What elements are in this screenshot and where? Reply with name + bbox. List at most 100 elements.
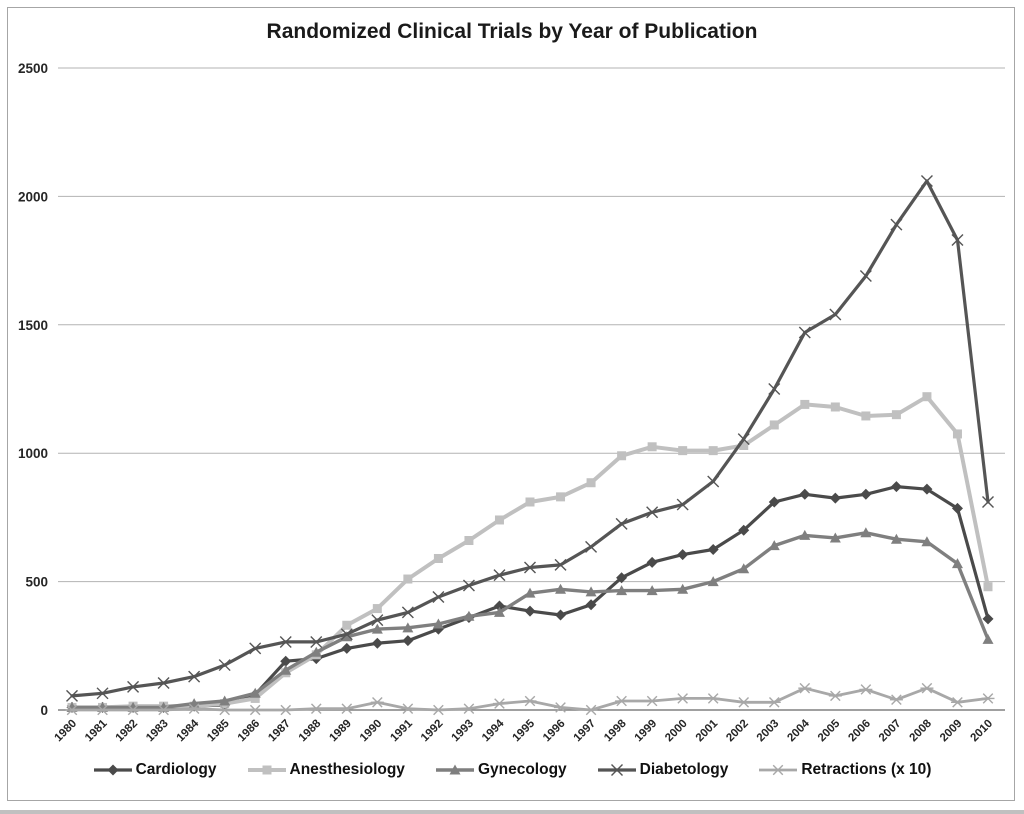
triangle-marker bbox=[219, 695, 231, 706]
x-axis-tick-label: 1998 bbox=[602, 717, 629, 744]
legend-label: Cardiology bbox=[135, 761, 217, 778]
x-axis-tick-label: 2002 bbox=[724, 718, 751, 745]
triangle-marker bbox=[890, 533, 902, 544]
asterisk-marker bbox=[860, 684, 872, 695]
asterisk-marker bbox=[66, 704, 78, 716]
window-bottom-edge bbox=[0, 810, 1024, 814]
y-axis-tick-label: 0 bbox=[40, 703, 48, 718]
x-axis-tick-label: 1985 bbox=[205, 717, 232, 744]
triangle-marker bbox=[738, 563, 750, 574]
diamond-marker bbox=[982, 613, 994, 625]
asterisk-marker bbox=[372, 697, 383, 708]
asterisk-marker bbox=[555, 702, 566, 713]
triangle-marker bbox=[280, 664, 292, 675]
y-axis-tick-label: 500 bbox=[25, 575, 48, 590]
triangle-marker bbox=[463, 610, 475, 621]
diamond-marker bbox=[921, 483, 933, 495]
x-axis-tick-label: 1986 bbox=[236, 718, 263, 745]
square-marker bbox=[586, 478, 596, 488]
x-marker bbox=[768, 383, 781, 395]
triangle-marker bbox=[768, 540, 780, 551]
asterisk-marker bbox=[280, 704, 292, 716]
x-marker bbox=[340, 628, 353, 641]
square-marker bbox=[403, 574, 413, 584]
triangle-marker bbox=[982, 633, 994, 644]
asterisk-marker bbox=[799, 682, 811, 694]
x-marker bbox=[737, 433, 750, 446]
legend-marker-asterisk bbox=[759, 764, 798, 776]
x-axis-tick-label: 1981 bbox=[83, 717, 110, 744]
y-axis-tick-label: 2500 bbox=[18, 61, 48, 76]
triangle-marker bbox=[860, 527, 872, 538]
triangle-marker bbox=[402, 622, 414, 633]
triangle-marker bbox=[707, 576, 719, 587]
x-marker bbox=[401, 606, 414, 619]
diamond-marker bbox=[280, 655, 292, 667]
triangle-marker bbox=[249, 687, 261, 698]
square-marker bbox=[861, 411, 871, 421]
diamond-marker bbox=[677, 549, 689, 561]
square-marker bbox=[708, 446, 718, 456]
diamond-marker bbox=[707, 544, 719, 555]
x-marker bbox=[829, 308, 842, 321]
x-marker bbox=[432, 591, 445, 604]
triangle-marker bbox=[616, 585, 628, 596]
x-marker bbox=[676, 498, 689, 511]
diamond-marker bbox=[829, 492, 841, 504]
asterisk-marker bbox=[707, 693, 719, 704]
x-marker bbox=[890, 218, 903, 231]
y-axis-tick-label: 1500 bbox=[18, 318, 48, 333]
legend-item: Retractions (x 10) bbox=[758, 761, 931, 779]
x-axis-tick-label: 2000 bbox=[663, 718, 690, 745]
diamond-marker bbox=[402, 635, 414, 647]
triangle-marker bbox=[677, 583, 689, 594]
x-axis-tick-label: 1997 bbox=[572, 718, 599, 745]
x-axis-tick-label: 1982 bbox=[114, 718, 141, 745]
series-line-diabetology bbox=[70, 179, 990, 698]
triangle-marker bbox=[432, 618, 444, 629]
x-axis-tick-label: 2007 bbox=[877, 718, 904, 745]
asterisk-marker bbox=[738, 697, 750, 708]
x-axis-tick-label: 2006 bbox=[846, 718, 873, 745]
asterisk-marker bbox=[402, 703, 414, 715]
x-marker bbox=[157, 677, 170, 690]
diamond-marker bbox=[371, 637, 383, 649]
x-marker bbox=[310, 635, 323, 648]
x-axis-tick-label: 1996 bbox=[541, 718, 568, 745]
diamond-marker bbox=[799, 488, 811, 500]
x-marker bbox=[646, 506, 659, 519]
legend-item: Cardiology bbox=[93, 761, 217, 779]
asterisk-marker bbox=[616, 695, 627, 707]
triangle-marker bbox=[341, 631, 353, 642]
triangle-marker bbox=[829, 532, 841, 543]
x-marker bbox=[615, 517, 628, 530]
chart-title: Randomized Clinical Trials by Year of Pu… bbox=[266, 20, 758, 43]
diamond-marker bbox=[951, 502, 963, 514]
x-axis-tick-label: 1999 bbox=[633, 718, 660, 745]
legend-item: Anesthesiology bbox=[247, 761, 405, 779]
triangle-marker bbox=[310, 646, 322, 657]
x-axis-tick-label: 1993 bbox=[449, 718, 476, 745]
x-marker bbox=[585, 540, 598, 553]
x-axis-tick-label: 1989 bbox=[327, 718, 354, 745]
asterisk-marker bbox=[952, 697, 963, 708]
asterisk-marker bbox=[585, 704, 597, 716]
diamond-marker bbox=[738, 524, 750, 536]
triangle-marker bbox=[646, 585, 658, 596]
chart-legend: Cardiology Anesthesiology Gynecology Diabet… bbox=[0, 761, 1024, 779]
legend-marker-x bbox=[597, 764, 636, 776]
legend-label: Anesthesiology bbox=[289, 761, 405, 778]
square-marker bbox=[983, 582, 993, 592]
x-axis-tick-label: 2010 bbox=[969, 718, 996, 745]
x-axis-tick-label: 2005 bbox=[816, 717, 843, 744]
x-marker bbox=[951, 234, 964, 247]
square-marker bbox=[433, 553, 443, 563]
y-axis-tick-label: 1000 bbox=[18, 446, 48, 461]
x-axis-tick-label: 1984 bbox=[175, 717, 202, 744]
square-marker bbox=[525, 497, 535, 507]
x-marker bbox=[859, 270, 872, 283]
x-axis-tick-label: 1987 bbox=[266, 718, 293, 745]
square-marker bbox=[372, 604, 382, 614]
